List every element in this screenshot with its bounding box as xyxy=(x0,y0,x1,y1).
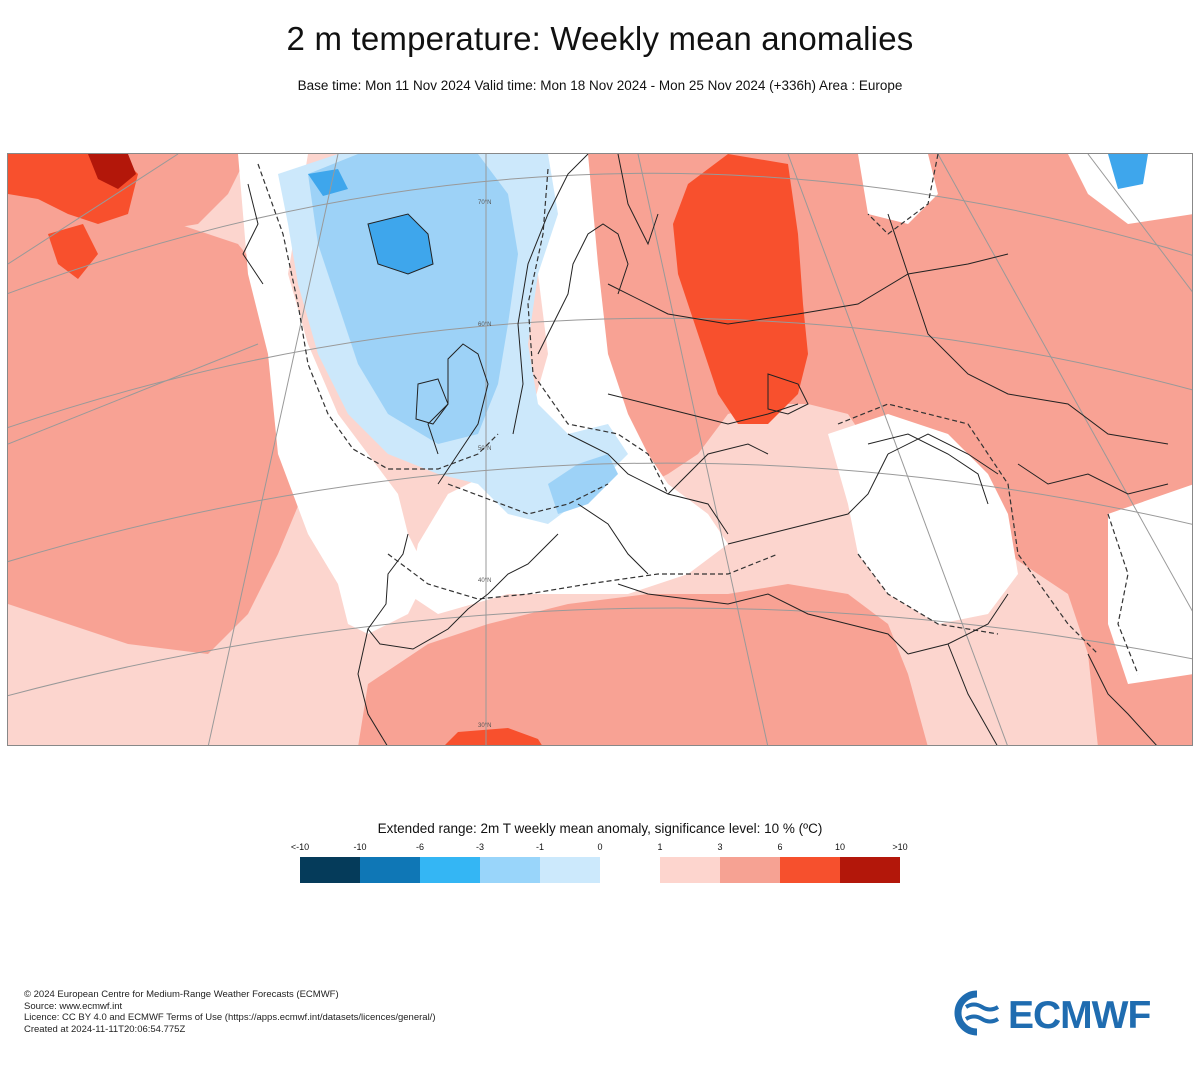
colorbar xyxy=(300,857,900,883)
ecmwf-logo-icon xyxy=(954,990,1000,1036)
footer-credits: © 2024 European Centre for Medium-Range … xyxy=(24,989,436,1035)
footer-licence: Licence: CC BY 4.0 and ECMWF Terms of Us… xyxy=(24,1012,436,1023)
strong-warm-region-africa xyxy=(445,728,542,745)
colorbar-swatch xyxy=(360,857,420,883)
colder-region-iceland xyxy=(368,214,433,274)
colorbar-label: -3 xyxy=(475,842,485,852)
neutral-region-west xyxy=(238,154,428,634)
ecmwf-logo-text: ECMWF xyxy=(1008,994,1150,1036)
colorbar-label: -1 xyxy=(535,842,545,852)
colorbar-label: >10 xyxy=(892,842,908,852)
colorbar-label: 10 xyxy=(834,842,846,852)
significance-contours xyxy=(257,154,1139,675)
lat-label-60: 60°N xyxy=(478,322,491,328)
map-title: 2 m temperature: Weekly mean anomalies xyxy=(286,20,914,57)
colorbar-swatch xyxy=(420,857,480,883)
lat-label-50: 50°N xyxy=(478,446,491,452)
neutral-region-arabia xyxy=(1108,484,1192,684)
colorbar-swatch xyxy=(720,857,780,883)
strong-warm-region-greenland2 xyxy=(48,224,98,279)
warm-region-atlantic xyxy=(8,214,318,654)
colorbar-swatch xyxy=(840,857,900,883)
lat-label-70: 70°N xyxy=(478,200,491,206)
warm-region-africa xyxy=(358,584,928,745)
colorbar-label: 6 xyxy=(777,842,783,852)
neutral-region-northeast xyxy=(1068,154,1192,224)
colorbar-label: <-10 xyxy=(290,842,310,852)
colorbar-label: 1 xyxy=(657,842,663,852)
colorbar-label: -6 xyxy=(415,842,425,852)
lat-label-30: 30°N xyxy=(478,723,491,729)
footer-source: Source: www.ecmwf.int xyxy=(24,1000,123,1012)
colorbar-labels: <-10 -10 -6 -3 -1 0 1 3 6 10 >10 xyxy=(291,842,908,854)
cold-region-alps xyxy=(548,454,618,514)
colder-region-ne xyxy=(1108,154,1148,189)
coastlines xyxy=(242,154,1169,745)
colorbar-label: 0 xyxy=(597,842,603,852)
cold-region xyxy=(308,154,518,444)
colorbar-swatch xyxy=(540,857,600,883)
temperature-anomaly-map: 70°N 60°N 50°N 40°N 30°N xyxy=(7,153,1193,746)
colorbar-swatch xyxy=(780,857,840,883)
neutral-region-north xyxy=(858,154,938,224)
strong-warm-region-russia xyxy=(673,154,808,424)
colorbar-swatch xyxy=(480,857,540,883)
colorbar-swatch xyxy=(600,857,660,883)
footer-created: Created at 2024-11-11T20:06:54.775Z xyxy=(24,1023,186,1035)
map-subtitle: Base time: Mon 11 Nov 2024 Valid time: M… xyxy=(297,78,903,93)
colorbar-swatch xyxy=(300,857,360,883)
dark-warm-region-greenland xyxy=(88,154,136,189)
graticule xyxy=(8,154,1192,745)
colorbar-title: Extended range: 2m T weekly mean anomaly… xyxy=(377,821,823,836)
lat-label-40: 40°N xyxy=(478,578,491,584)
colorbar-swatch xyxy=(660,857,720,883)
map-canvas: 70°N 60°N 50°N 40°N 30°N xyxy=(8,154,1192,745)
colorbar-label: -10 xyxy=(353,842,367,852)
warm-spot-1 xyxy=(138,294,178,324)
footer-copyright: © 2024 European Centre for Medium-Range … xyxy=(24,989,339,1000)
colorbar-label: 3 xyxy=(717,842,723,852)
colder-region-small xyxy=(308,169,348,196)
ecmwf-logo: ECMWF xyxy=(954,990,1151,1036)
